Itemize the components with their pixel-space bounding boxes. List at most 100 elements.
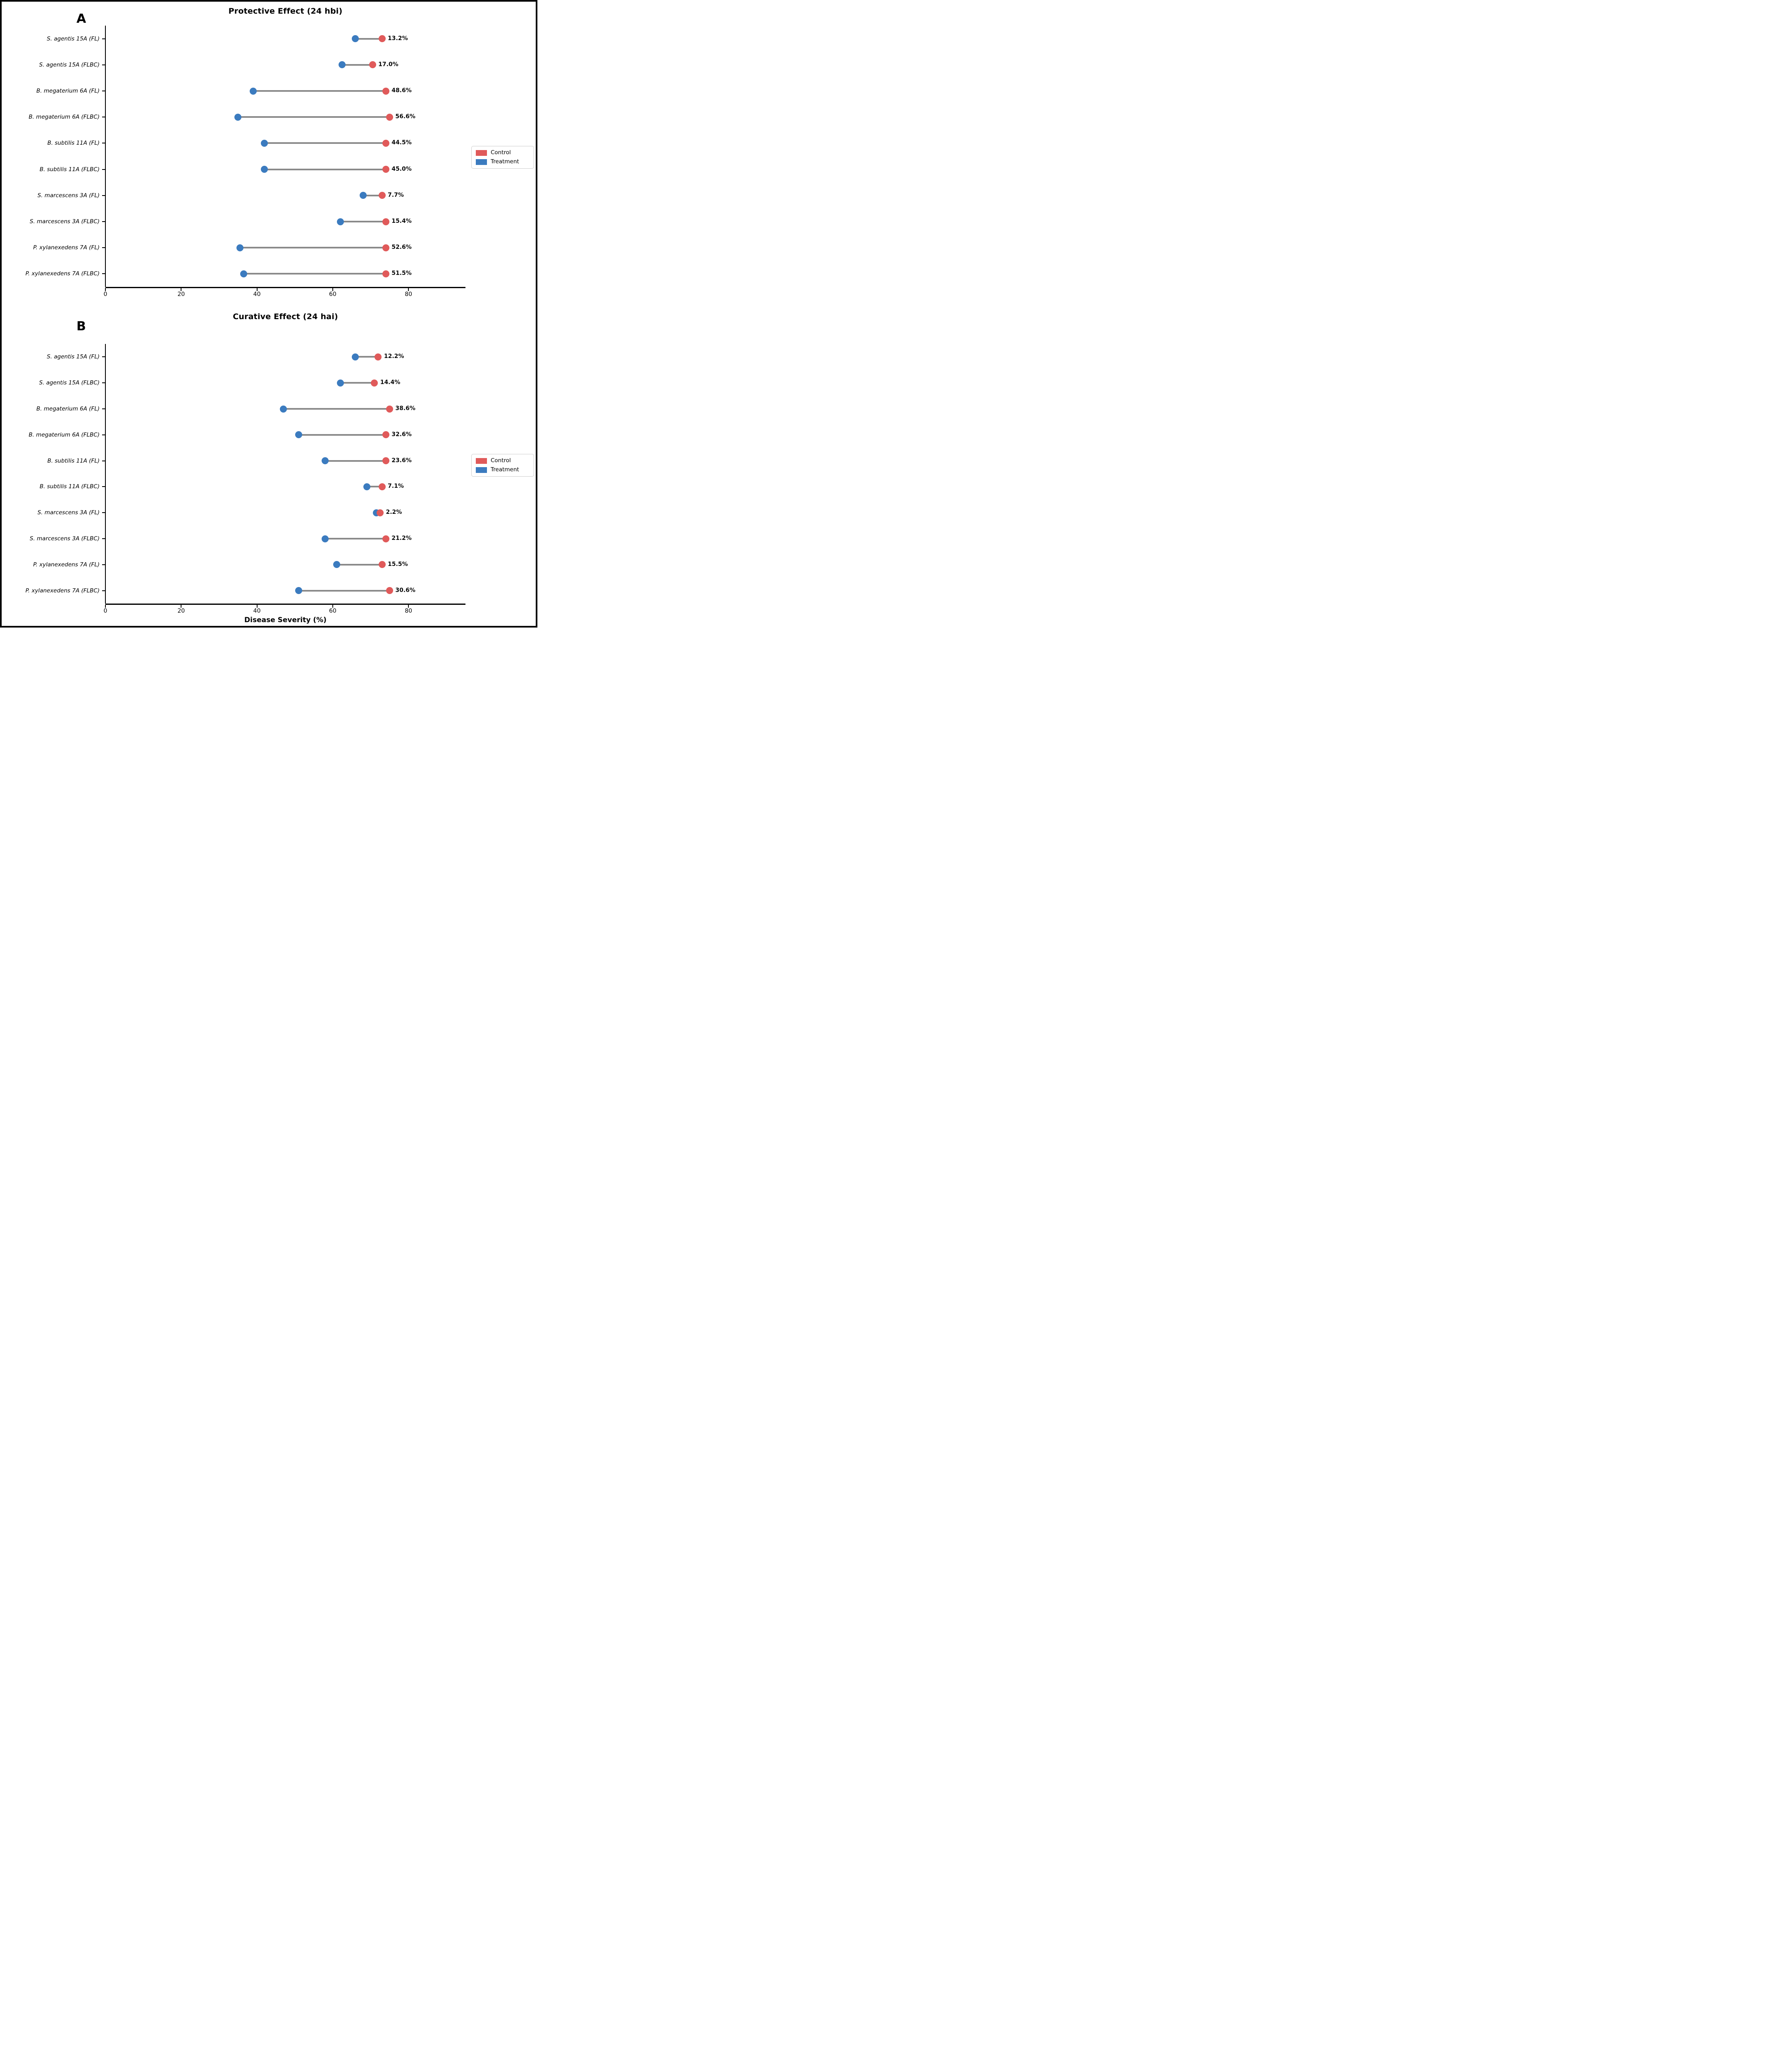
control-dot [382,166,389,173]
control-dot [386,405,393,413]
category-label: P. xylanexedens 7A (FLBC) [25,270,100,277]
difference-percent-label: 2.2% [386,509,402,516]
y-tick-mark [102,273,105,274]
x-tick-label: 80 [405,291,413,298]
difference-percent-label: 32.6% [391,431,412,438]
difference-percent-label: 21.2% [391,535,412,542]
legend-item-control: Control [476,150,530,156]
difference-percent-label: 7.7% [388,191,404,198]
category-label: P. xylanexedens 7A (FL) [33,244,100,251]
y-tick-mark [102,195,105,196]
treatment-dot [352,35,359,43]
control-dot [382,218,389,225]
difference-percent-label: 44.5% [391,139,412,146]
x-tick-label: 60 [329,608,336,614]
treatment-dot [234,113,242,121]
x-tick-mark [332,288,333,291]
y-tick-mark [102,169,105,170]
y-tick-mark [102,382,105,384]
x-tick-mark [408,605,409,608]
dumbbell-connector [340,382,375,384]
dumbbell-connector [298,434,386,436]
legend-item-control: Control [476,458,530,464]
category-label: S. marcescens 3A (FLBC) [29,535,100,542]
treatment-swatch-icon [476,467,487,473]
panel-b-title: Curative Effect (24 hai) [233,312,338,321]
difference-percent-label: 52.6% [391,244,412,251]
y-axis-spine [105,26,106,287]
control-dot [386,587,393,594]
x-tick-mark [256,288,258,291]
control-dot [369,61,376,69]
control-swatch-icon [476,458,487,464]
y-tick-mark [102,356,105,358]
y-tick-mark [102,408,105,409]
treatment-dot [336,379,344,387]
control-dot [382,535,389,542]
category-label: B. subtilis 11A (FL) [47,140,100,147]
difference-percent-label: 15.5% [388,561,408,568]
treatment-dot [322,535,329,542]
treatment-dot [261,139,268,147]
x-tick-label: 20 [177,291,185,298]
category-label: B. megaterium 6A (FL) [36,88,100,94]
category-label: B. megaterium 6A (FLBC) [29,114,100,121]
x-axis-spine [105,287,465,288]
category-label: B. megaterium 6A (FL) [36,406,100,412]
treatment-dot [240,270,248,277]
control-dot [378,192,386,199]
x-tick-label: 40 [253,291,261,298]
y-tick-mark [102,564,105,565]
control-dot [382,139,389,147]
category-label: B. subtilis 11A (FLBC) [39,483,100,490]
panel-a-letter: A [76,12,86,26]
control-swatch-icon [476,150,487,156]
treatment-dot [249,87,257,95]
treatment-dot [295,431,302,439]
legend-control-label: Control [491,457,511,464]
treatment-dot [352,353,359,360]
category-label: B. megaterium 6A (FLBC) [29,431,100,438]
y-tick-mark [102,486,105,487]
treatment-dot [295,587,302,594]
y-tick-mark [102,538,105,539]
category-label: P. xylanexedens 7A (FL) [33,561,100,568]
difference-percent-label: 45.0% [391,165,412,172]
treatment-dot [261,166,268,173]
y-tick-mark [102,434,105,435]
x-tick-mark [332,605,333,608]
legend-panel-b: Control Treatment [471,454,534,477]
dumbbell-connector [298,590,390,592]
dumbbell-connector [264,142,386,144]
category-label: S. marcescens 3A (FL) [37,509,100,516]
y-tick-mark [102,64,105,65]
dumbbell-chart-figure: Protective Effect (24 hbi) A Curative Ef… [0,0,537,628]
dumbbell-connector [363,194,382,196]
treatment-dot [333,561,340,568]
legend-item-treatment: Treatment [476,159,530,165]
dumbbell-connector [325,460,386,462]
control-dot [382,431,389,439]
dumbbell-connector [238,116,390,118]
dumbbell-connector [264,168,386,170]
control-dot [382,270,389,277]
legend-treatment-label: Treatment [491,466,519,473]
difference-percent-label: 7.1% [388,483,404,490]
category-label: B. subtilis 11A (FLBC) [39,166,100,173]
category-label: B. subtilis 11A (FL) [47,457,100,464]
control-dot [382,87,389,95]
treatment-swatch-icon [476,159,487,165]
control-dot [371,379,378,387]
dumbbell-connector [340,221,386,222]
treatment-dot [322,457,329,465]
dumbbell-connector [325,538,386,539]
dumbbell-connector [283,408,390,410]
legend-panel-a: Control Treatment [471,146,534,169]
control-dot [382,244,389,251]
dumbbell-connector [355,356,378,358]
control-dot [378,35,386,43]
difference-percent-label: 30.6% [395,587,415,594]
treatment-dot [363,483,370,490]
x-tick-mark [256,605,258,608]
y-tick-mark [102,590,105,591]
